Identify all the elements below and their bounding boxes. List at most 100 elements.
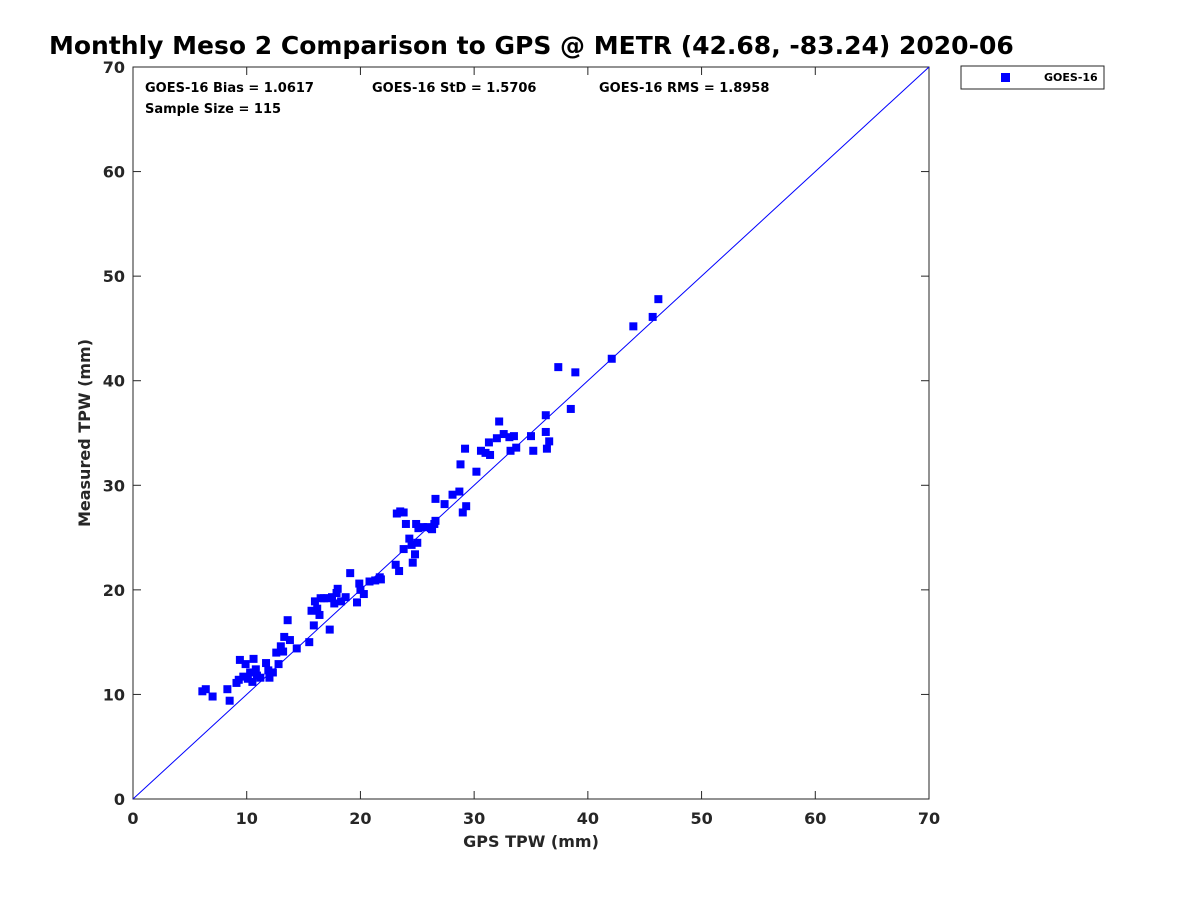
x-axis: 0 10 20 30 40 50 60 70 bbox=[127, 67, 940, 828]
data-point bbox=[328, 593, 336, 602]
data-point bbox=[456, 460, 465, 469]
data-point bbox=[285, 636, 294, 645]
data-point bbox=[391, 560, 400, 569]
data-point bbox=[265, 673, 274, 682]
data-point bbox=[440, 500, 449, 509]
data-point bbox=[484, 438, 493, 447]
data-point bbox=[545, 437, 554, 446]
legend-box bbox=[960, 65, 1105, 90]
data-point bbox=[648, 312, 657, 321]
data-point bbox=[276, 642, 285, 651]
data-point bbox=[412, 519, 421, 528]
y-tick-label: 10 bbox=[103, 685, 125, 704]
legend: GOES-16 bbox=[960, 65, 1105, 90]
data-point bbox=[246, 668, 255, 677]
data-point bbox=[411, 550, 420, 559]
x-tick-label: 60 bbox=[804, 809, 826, 828]
data-point bbox=[323, 594, 332, 603]
data-point bbox=[495, 417, 504, 426]
data-point bbox=[413, 538, 422, 547]
data-point bbox=[418, 523, 427, 532]
y-axis: 0 10 20 30 40 50 60 70 bbox=[103, 58, 929, 809]
data-point bbox=[455, 487, 464, 496]
data-point bbox=[248, 677, 257, 686]
x-tick-label: 30 bbox=[463, 809, 485, 828]
data-point bbox=[309, 621, 318, 630]
data-point bbox=[541, 411, 550, 420]
data-point bbox=[365, 577, 374, 586]
data-point bbox=[305, 638, 314, 647]
y-tick-label: 50 bbox=[103, 267, 125, 286]
x-axis-label: GPS TPW (mm) bbox=[463, 832, 599, 851]
data-point bbox=[310, 597, 319, 606]
data-point bbox=[356, 585, 365, 594]
data-point bbox=[243, 674, 252, 683]
data-point bbox=[401, 519, 410, 528]
std-annotation: GOES-16 StD = 1.5706 bbox=[372, 81, 536, 96]
data-point bbox=[512, 443, 521, 452]
data-point bbox=[235, 655, 244, 664]
data-point bbox=[274, 660, 283, 669]
data-point bbox=[251, 665, 260, 674]
data-point bbox=[541, 427, 550, 436]
data-point bbox=[395, 567, 404, 576]
data-point bbox=[264, 666, 273, 675]
data-point bbox=[448, 490, 457, 499]
data-point bbox=[292, 644, 301, 653]
data-point bbox=[355, 579, 364, 588]
data-point bbox=[279, 647, 288, 656]
data-point bbox=[554, 363, 563, 372]
data-point bbox=[414, 524, 423, 533]
bias-annotation: GOES-16 Bias = 1.0617 bbox=[145, 81, 314, 96]
data-point bbox=[566, 404, 575, 413]
data-point bbox=[283, 616, 292, 625]
data-point bbox=[249, 654, 258, 663]
data-point bbox=[371, 576, 380, 585]
data-point bbox=[225, 696, 234, 705]
data-point bbox=[223, 685, 232, 694]
data-point bbox=[315, 610, 324, 619]
data-point bbox=[239, 672, 248, 681]
data-point bbox=[399, 545, 408, 554]
x-tick-label: 10 bbox=[236, 809, 258, 828]
chart-title: Monthly Meso 2 Comparison to GPS @ METR … bbox=[49, 31, 1014, 60]
data-point bbox=[262, 659, 271, 668]
data-point bbox=[330, 599, 339, 608]
data-point bbox=[280, 632, 289, 641]
data-point bbox=[481, 448, 490, 457]
plot-area bbox=[132, 66, 930, 800]
rms-annotation: GOES-16 RMS = 1.8958 bbox=[599, 81, 769, 96]
data-point bbox=[407, 540, 416, 549]
data-point bbox=[313, 604, 322, 613]
data-point bbox=[461, 444, 470, 453]
data-point bbox=[607, 354, 616, 363]
data-point bbox=[341, 593, 350, 602]
data-point bbox=[542, 444, 551, 453]
data-point bbox=[333, 584, 342, 593]
data-point bbox=[472, 467, 481, 476]
y-tick-label: 20 bbox=[103, 581, 125, 600]
data-point bbox=[337, 597, 346, 606]
data-point bbox=[241, 660, 250, 669]
data-point bbox=[654, 295, 663, 304]
sample-size-annotation: Sample Size = 115 bbox=[145, 102, 281, 117]
data-point bbox=[431, 516, 440, 525]
data-point bbox=[408, 558, 417, 567]
x-tick-label: 50 bbox=[690, 809, 712, 828]
data-point bbox=[325, 625, 334, 634]
data-point bbox=[458, 508, 467, 517]
data-point bbox=[307, 606, 316, 615]
data-point bbox=[332, 588, 341, 597]
data-point bbox=[527, 432, 535, 441]
data-point bbox=[431, 494, 440, 503]
data-point bbox=[353, 598, 362, 607]
data-point bbox=[234, 675, 243, 684]
data-point bbox=[476, 446, 485, 455]
data-point bbox=[268, 668, 277, 677]
y-tick-label: 30 bbox=[103, 476, 125, 495]
data-point bbox=[399, 508, 408, 517]
legend-marker-square bbox=[1001, 73, 1010, 82]
y-tick-label: 40 bbox=[103, 372, 125, 391]
data-point bbox=[629, 322, 638, 331]
